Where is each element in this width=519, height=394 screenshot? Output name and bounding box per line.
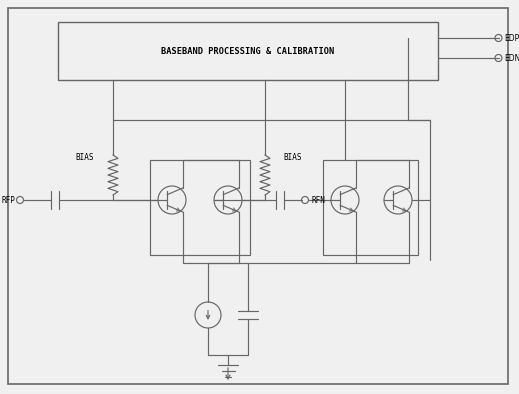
Text: EDP: EDP (504, 33, 519, 43)
Text: BIAS: BIAS (284, 152, 302, 162)
Text: BIAS: BIAS (76, 152, 94, 162)
Bar (150, 160, 250, 255)
Text: EDN: EDN (504, 54, 519, 63)
Text: BASEBAND PROCESSING & CALIBRATION: BASEBAND PROCESSING & CALIBRATION (161, 46, 335, 56)
Text: RFP: RFP (1, 195, 15, 204)
Bar (58, 22, 438, 80)
Text: RFN: RFN (311, 195, 325, 204)
Bar (323, 160, 418, 255)
